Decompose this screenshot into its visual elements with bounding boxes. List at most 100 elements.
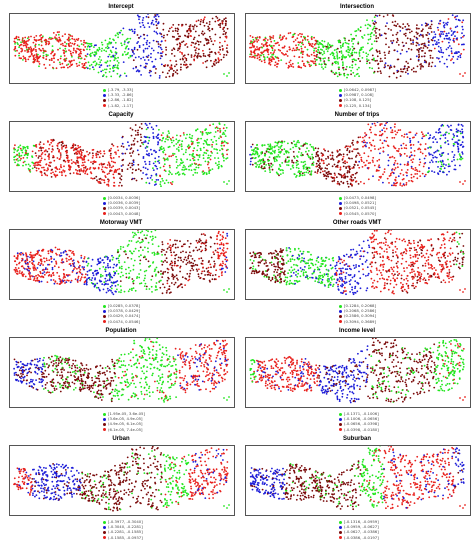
map-point [218,230,220,233]
map-point [301,154,304,156]
map-point [315,50,318,52]
map-point [152,132,155,134]
map-point [304,46,306,48]
map-point [51,268,54,271]
map-point [221,21,224,24]
map-point [208,260,211,262]
map-point [128,240,131,242]
map-point [71,262,74,265]
map-point [156,167,159,170]
map-point [440,33,443,35]
map-point [195,239,198,242]
map-point [39,270,42,273]
map-point [417,141,420,143]
map-point [412,43,414,45]
map-point [395,254,398,257]
map-point [50,260,53,263]
map-point [158,77,161,79]
map-point [154,181,157,183]
map-point [77,260,79,263]
map-point [34,46,37,48]
map-point [38,60,40,63]
map-point [204,55,207,58]
map-point [141,127,143,130]
map-point [184,166,186,168]
map-point [202,233,205,235]
map-point [342,181,345,184]
map-point [14,50,17,52]
map-point [213,242,216,245]
map-point [346,147,349,150]
map-point [358,66,360,69]
map-point [358,154,361,156]
map-point [389,174,392,177]
map-point [42,47,44,50]
map-point [342,153,345,156]
map-point [208,172,211,175]
map-point [325,171,328,174]
map-point [351,167,354,169]
legend-swatch [103,104,106,108]
map-point [162,136,165,139]
map-point [40,40,43,43]
map-point [347,46,350,49]
map-point [361,166,364,168]
map-point [436,149,439,152]
map-point [72,252,75,255]
map-point [179,35,182,38]
map-point [381,129,384,132]
map-point [335,62,337,65]
map-point [116,145,119,148]
map-point [253,148,255,151]
legend-label: (0.0545, 0.0570] [344,210,376,216]
map-point [186,30,189,33]
map-point [433,136,435,138]
map-point [374,60,377,62]
map-point [346,42,348,45]
map-point [150,56,152,59]
map-point [310,172,313,174]
map-point [409,137,411,140]
map-point [215,15,218,18]
map-point [250,46,253,49]
map-point [97,262,100,265]
map-point [442,134,445,137]
map-point [13,148,16,151]
map-point [278,140,280,143]
map-point [226,75,228,77]
map-point [369,35,372,38]
map-point [68,258,70,261]
map-point [21,151,24,154]
map-point [451,160,453,163]
map-point [206,271,209,273]
map-point [331,165,334,168]
map-point [127,52,129,54]
map-point [165,49,168,51]
map-point [308,156,310,159]
map-point [314,39,317,42]
map-point [46,150,49,153]
map-point [64,60,66,62]
map-point [285,151,288,154]
map-point [87,159,90,162]
map-point [448,271,451,274]
map-point [151,179,154,181]
map-point [327,175,330,178]
map-point [117,62,120,64]
map-point [157,143,159,146]
map-point [183,169,185,171]
map-point [440,268,443,271]
map-point [349,182,352,185]
map-point [338,149,341,151]
map-point [196,40,199,43]
map-point [212,274,214,277]
map-point [137,231,140,234]
map-point [176,158,178,161]
map-point [336,75,339,78]
map-point [344,39,346,42]
map-point [408,131,411,134]
map-point [341,55,343,58]
map-point [452,33,454,35]
map-point [268,61,271,64]
map-point [112,157,115,159]
